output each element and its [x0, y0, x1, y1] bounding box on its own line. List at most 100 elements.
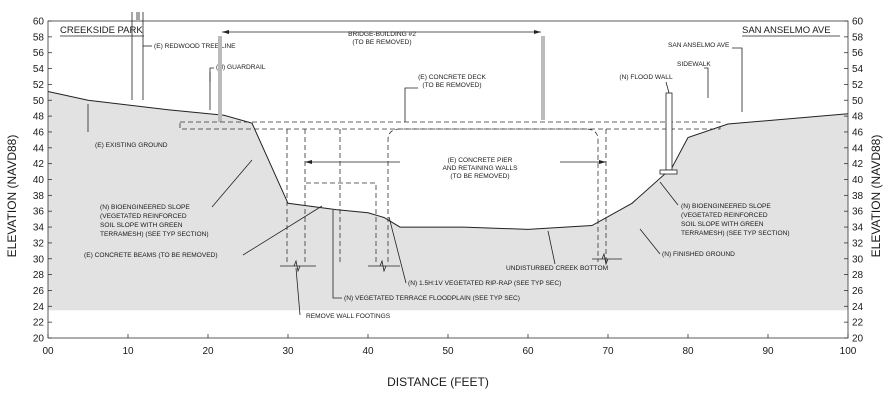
beams-leader [242, 205, 323, 256]
y-tick-right-label: 56 [852, 48, 864, 59]
x-tick-label: 40 [362, 346, 374, 357]
san-anselmo-ave-label: SAN ANSELMO AVE [668, 42, 730, 49]
bridge-label-line1: BRIDGE-BUILDING #2 [348, 31, 416, 38]
y-tick-left-label: 56 [33, 48, 45, 59]
deck-label-line1: (E) CONCRETE DECK [418, 74, 486, 81]
bio-left-leader [211, 159, 253, 208]
y-tick-right-label: 26 [852, 286, 864, 297]
bridge-arrow-right [534, 30, 541, 34]
y-tick-right-label: 46 [852, 127, 864, 138]
flood-wall [665, 92, 673, 171]
x-tick-label: 70 [602, 346, 614, 357]
x-tick-label: 60 [522, 346, 534, 357]
bio-left-line4: TERRAMESH) (SEE TYP SECTION) [100, 231, 209, 238]
y-tick-left-label: 58 [33, 32, 45, 43]
bio-right-line1: (N) BIOENGINEERED SLOPE [681, 203, 771, 210]
y-tick-left-label: 54 [33, 64, 45, 75]
x-tick-label: 20 [202, 346, 214, 357]
flood-wall-footing [659, 169, 678, 175]
y-tick-left-label: 40 [33, 175, 45, 186]
bio-left-line1: (N) BIOENGINEERED SLOPE [100, 204, 190, 211]
flood-wall-leader [665, 81, 670, 94]
x-axis-title: DISTANCE (FEET) [387, 375, 489, 389]
y-tick-left-label: 42 [33, 159, 45, 170]
left-footing-break [280, 259, 316, 273]
deck-label-line2: (TO BE REMOVED) [422, 82, 481, 89]
y-tick-left-label: 38 [33, 191, 45, 202]
pier-arch-outline [387, 128, 599, 262]
pier-label-backdrop [400, 156, 560, 189]
y-tick-right-label: 28 [852, 270, 864, 281]
y-axis-right-ticks: 20 22 24 26 28 30 32 34 36 38 40 42 44 46 48 50 52 54 56 58… [844, 17, 864, 345]
y-axis-left-ticks: 20 22 24 26 28 30 32 34 36 38 40 42 44 46 48 50 52 54 56 58… [33, 17, 52, 345]
riprap-leader [388, 216, 407, 284]
pier-arrow-left [305, 160, 312, 164]
center-footing-break [368, 259, 400, 273]
footings-leader [295, 267, 301, 316]
bridge-arrow-left [222, 30, 229, 34]
san-anselmo-leader [732, 47, 743, 112]
sidewalk-label: SIDEWALK [677, 61, 711, 68]
beams-label: (E) CONCRETE BEAMS (TO BE REMOVED) [84, 252, 218, 259]
x-tick-label: 10 [122, 346, 134, 357]
y-tick-left-label: 60 [33, 17, 45, 28]
y-tick-right-label: 22 [852, 318, 864, 329]
y-tick-right-label: 52 [852, 80, 864, 91]
redwood-label: (E) REDWOOD TREE LINE [154, 43, 236, 50]
x-tick-label: 100 [840, 346, 857, 357]
x-tick-label: 30 [282, 346, 294, 357]
y-axis-title-left: ELEVATION (NAVD88) [5, 135, 19, 258]
finished-ground-label: (N) FINISHED GROUND [662, 251, 735, 258]
y-tick-right-label: 40 [852, 175, 864, 186]
pier-label-line3: (TO BE REMOVED) [450, 173, 509, 180]
x-tick-label: 80 [682, 346, 694, 357]
y-tick-left-label: 24 [33, 302, 45, 313]
y-tick-right-label: 20 [852, 334, 864, 345]
y-tick-left-label: 22 [33, 318, 45, 329]
right-footing-break [592, 252, 622, 266]
y-tick-right-label: 48 [852, 112, 864, 123]
undisturbed-label: UNDISTURBED CREEK BOTTOM [506, 265, 608, 272]
footings-label: REMOVE WALL FOOTINGS [306, 313, 391, 320]
concrete-deck-outline [179, 121, 721, 130]
bio-left-line2: (VEGETATED REINFORCED [100, 213, 187, 220]
y-tick-right-label: 30 [852, 254, 864, 265]
y-tick-right-label: 50 [852, 96, 864, 107]
y-tick-right-label: 42 [852, 159, 864, 170]
y-tick-right-label: 60 [852, 17, 864, 28]
riprap-label: (N) 1.5H:1V VEGETATED RIP-RAP (SEE TYP S… [408, 280, 561, 287]
y-tick-right-label: 38 [852, 191, 864, 202]
x-tick-label: 00 [42, 346, 54, 357]
pier-label-line1: (E) CONCRETE PIER [448, 157, 513, 164]
y-tick-left-label: 36 [33, 207, 45, 218]
deck-leader [404, 87, 418, 122]
y-tick-left-label: 48 [33, 112, 45, 123]
existing-ground-label: (E) EXISTING GROUND [95, 142, 168, 149]
undisturbed-leader [547, 230, 556, 265]
y-tick-left-label: 50 [33, 96, 45, 107]
bio-right-line4: TERRAMESH) (SEE TYP SECTION) [681, 230, 790, 237]
san-anselmo-ave-title: SAN ANSELMO AVE [742, 25, 831, 36]
y-tick-left-label: 28 [33, 270, 45, 281]
bio-right-line3: SOIL SLOPE WITH GREEN [681, 221, 764, 228]
bridge-right-support [541, 36, 545, 120]
bio-left-line3: SOIL SLOPE WITH GREEN [100, 222, 183, 229]
y-tick-right-label: 44 [852, 143, 864, 154]
y-tick-right-label: 34 [852, 223, 864, 234]
bio-right-leader [659, 181, 679, 206]
terrace-leader [332, 210, 342, 299]
redwood-tree-trunk [131, 12, 144, 100]
y-tick-right-label: 32 [852, 238, 864, 249]
bridge-label-line2: (TO BE REMOVED) [352, 39, 411, 46]
y-tick-left-label: 20 [33, 334, 45, 345]
ground-cross-section-fill [48, 91, 848, 311]
pier-arrow-right [599, 160, 606, 164]
pier-label-line2: AND RETAINING WALLS [442, 165, 518, 172]
finished-ground-leader [639, 228, 661, 255]
y-tick-right-label: 36 [852, 207, 864, 218]
guardrail-leader [209, 67, 214, 82]
x-tick-label: 90 [762, 346, 774, 357]
y-tick-right-label: 58 [852, 32, 864, 43]
y-tick-left-label: 44 [33, 143, 45, 154]
x-tick-label: 50 [442, 346, 454, 357]
